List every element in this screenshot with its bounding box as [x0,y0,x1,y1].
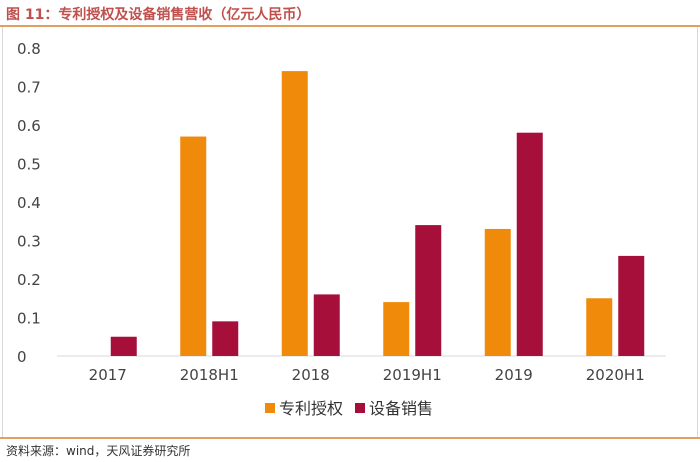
y-tick-label: 0.3 [17,233,41,251]
y-tick-label: 0.1 [17,310,41,328]
x-axis: 2017 2018H1 2018 2019H1 2019 2020H1 [57,355,666,384]
bar-patent-2019 [484,228,511,356]
x-tick-label: 2017 [89,366,127,384]
x-tick-label: 2018H1 [180,366,239,384]
y-tick-label: 0.7 [17,79,41,97]
legend-label: 设备销售 [369,399,433,418]
figure-title: 图 11：专利授权及设备销售营收（亿元人民币） [6,7,311,23]
bar-equipment-2019H1 [415,225,442,356]
source-note: 资料来源：wind，天风证券研究所 [6,444,191,458]
chart-frame: 0 0.1 0.2 0.3 0.4 0.5 0.6 0.7 0.8 2017 2018H1 2018… [2,27,698,437]
bar-equipment-2019 [516,132,543,356]
y-axis: 0 0.1 0.2 0.3 0.4 0.5 0.6 0.7 0.8 [17,40,41,366]
legend-swatch [355,403,365,413]
y-tick-label: 0.8 [17,40,41,58]
top-divider [0,25,700,27]
y-tick-label: 0.2 [17,271,41,289]
legend-swatch [265,403,275,413]
y-tick-label: 0.6 [17,117,41,135]
y-tick-label: 0.5 [17,156,41,174]
bar-patent-2019H1 [383,302,410,356]
x-tick-label: 2019H1 [383,366,442,384]
bar-patent-2018H1 [180,136,207,356]
x-tick-label: 2020H1 [586,366,645,384]
y-tick-label: 0 [17,348,27,366]
legend: 专利授权 设备销售 [265,399,433,418]
bar-equipment-2017 [110,336,137,356]
bar-equipment-2018 [313,294,340,356]
legend-label: 专利授权 [279,399,343,418]
x-tick-label: 2019 [495,366,533,384]
bar-equipment-2018H1 [212,321,239,356]
bar-patent-2018 [281,71,308,356]
bar-patent-2020H1 [586,298,613,356]
bar-equipment-2020H1 [618,255,645,356]
bars [110,71,645,356]
y-tick-label: 0.4 [17,194,41,212]
bar-chart: 0 0.1 0.2 0.3 0.4 0.5 0.6 0.7 0.8 2017 2018H1 2018… [17,40,666,418]
bottom-divider [0,437,700,439]
x-tick-label: 2018 [292,366,330,384]
